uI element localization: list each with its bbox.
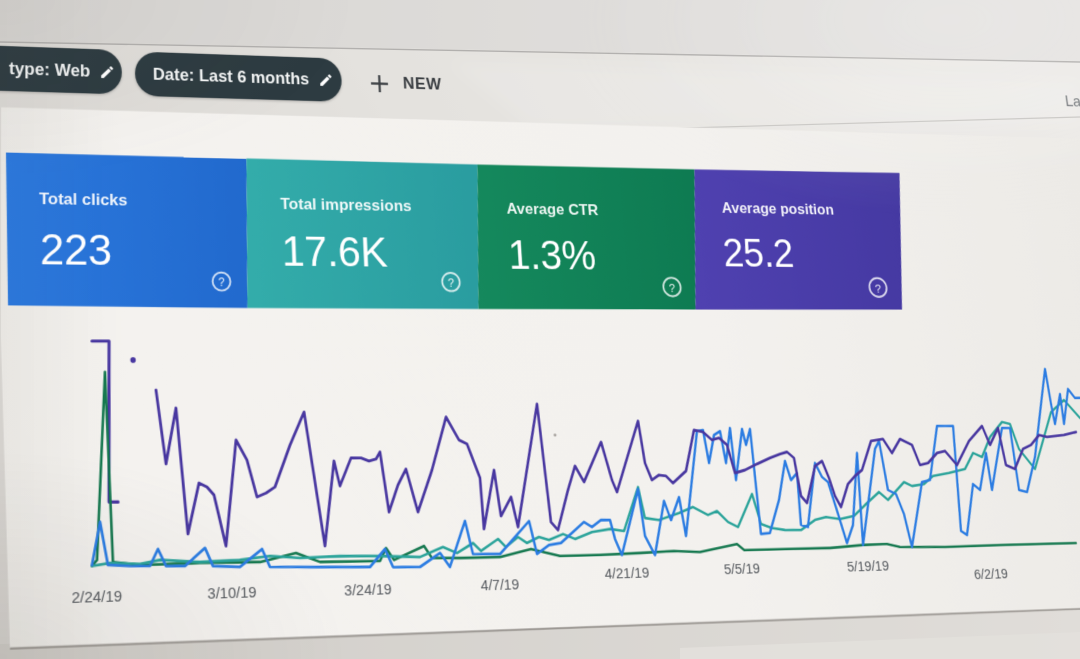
svg-text:?: ?: [447, 276, 454, 290]
svg-text:6/2/19: 6/2/19: [973, 565, 1009, 582]
svg-text:3/10/19: 3/10/19: [207, 584, 257, 603]
svg-text:?: ?: [874, 281, 882, 295]
svg-text:5/19/19: 5/19/19: [846, 557, 890, 574]
svg-text:?: ?: [218, 277, 225, 289]
svg-text:4/21/19: 4/21/19: [604, 564, 650, 582]
svg-text:?: ?: [668, 281, 675, 295]
svg-text:3/24/19: 3/24/19: [344, 581, 392, 600]
svg-text:4/7/19: 4/7/19: [480, 576, 519, 594]
svg-text:2/24/19: 2/24/19: [71, 587, 122, 606]
svg-text:5/5/19: 5/5/19: [723, 560, 761, 577]
